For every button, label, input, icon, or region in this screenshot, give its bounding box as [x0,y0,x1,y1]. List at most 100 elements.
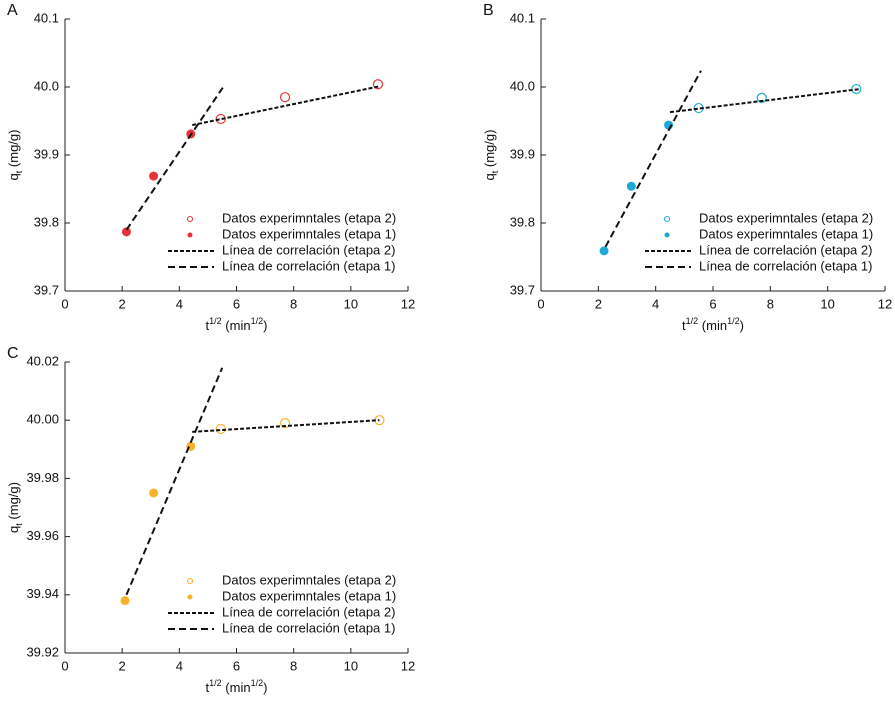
legend-label: Línea de correlación (etapa 2) [222,604,395,619]
legend-marker [186,215,194,223]
legend-label: Línea de correlación (etapa 1) [222,258,395,273]
correlation-line [669,88,861,114]
y-tick-label: 40.1 [34,10,59,25]
data-point [626,181,636,191]
y-label-part: q [6,526,21,533]
x-tick-label: 4 [652,296,659,311]
legend-label: Datos experimntales (etapa 2) [222,572,396,587]
x-tick-label: 8 [290,658,297,673]
x-label-part: ) [740,318,744,333]
x-tick-label: 12 [401,658,415,673]
y-tick-label: 39.92 [26,644,59,659]
y-tick-label: 39.9 [510,146,535,161]
y-label-part: q [482,173,497,180]
legend-label: Línea de correlación (etapa 1) [699,258,872,273]
panel-label: B [483,2,494,19]
y-tick-label: 39.8 [510,214,535,229]
y-tick-label: 40.0 [34,78,59,93]
y-tick-label: 39.9 [34,146,59,161]
x-label-part: 1/2 [727,316,740,326]
x-label-part: (min [222,318,251,333]
y-axis-label: qt (mg/g) [482,130,500,181]
x-label-part: t [206,680,210,695]
x-tick-label: 4 [176,296,183,311]
x-label-part: 1/2 [209,678,222,688]
x-tick-label: 12 [878,296,892,311]
legend-marker [664,232,670,238]
legend-label: Línea de correlación (etapa 2) [699,242,872,257]
x-tick-label: 8 [290,296,297,311]
y-tick-label: 39.98 [26,470,59,485]
x-tick-label: 2 [595,296,602,311]
x-label-part: (min [222,680,251,695]
data-point [756,92,767,103]
x-label-part: t [206,318,210,333]
x-axis-label: t1/2 (min1/2) [206,678,268,695]
legend-label: Línea de correlación (etapa 2) [222,242,395,257]
y-label-part: t [14,523,24,526]
x-label-part: (min [698,318,727,333]
x-axis-label: t1/2 (min1/2) [206,316,268,333]
y-tick-label: 40.00 [26,412,59,427]
y-axis-label: qt (mg/g) [6,130,24,181]
y-label-part: (mg/g) [482,130,497,171]
x-tick-label: 8 [767,296,774,311]
correlation-line [604,70,702,248]
panel-label: C [7,345,19,362]
x-tick-label: 12 [401,296,415,311]
y-tick-label: 39.7 [510,282,535,297]
y-tick-label: 39.96 [26,528,59,543]
data-point [121,227,131,237]
y-tick-label: 40.0 [510,78,535,93]
y-label-part: q [6,173,21,180]
x-label-part: 1/2 [251,678,264,688]
x-label-part: t [682,318,686,333]
legend-label: Datos experimntales (etapa 2) [699,210,873,225]
legend-label: Datos experimntales (etapa 1) [222,226,396,241]
legend-marker [187,594,193,600]
x-tick-label: 2 [119,296,126,311]
y-label-part: t [14,170,24,173]
x-tick-label: 6 [709,296,716,311]
x-tick-label: 10 [344,658,358,673]
y-axis-label: qt (mg/g) [6,482,24,533]
x-axis-label: t1/2 (min1/2) [682,316,744,333]
data-point [279,418,291,429]
data-point [120,596,130,606]
x-tick-label: 0 [61,296,68,311]
panel-label: A [7,2,18,19]
y-tick-label: 40.02 [26,353,59,368]
x-label-part: ) [263,318,267,333]
legend-label: Datos experimntales (etapa 1) [222,588,396,603]
y-label-part: (mg/g) [6,130,21,171]
y-label-part: t [490,170,500,173]
data-point [149,488,159,498]
correlation-line [125,87,224,231]
correlation-line [125,367,224,596]
data-point [149,171,159,181]
y-tick-label: 39.8 [34,214,59,229]
x-label-part: 1/2 [686,316,699,326]
correlation-line [191,85,380,127]
y-tick-label: 39.94 [26,586,59,601]
x-tick-label: 0 [537,296,544,311]
x-label-part: 1/2 [209,316,222,326]
y-tick-label: 40.1 [510,10,535,25]
x-tick-label: 10 [344,296,358,311]
legend-marker [186,577,194,585]
x-tick-label: 10 [820,296,834,311]
data-point [372,79,384,90]
legend-label: Datos experimntales (etapa 1) [699,226,873,241]
correlation-line [192,419,380,433]
x-label-part: ) [263,680,267,695]
y-tick-label: 39.7 [34,282,59,297]
x-tick-label: 6 [233,296,240,311]
y-label-part: (mg/g) [6,482,21,523]
legend-label: Línea de correlación (etapa 1) [222,620,395,635]
x-tick-label: 6 [233,658,240,673]
data-point [599,246,609,256]
x-tick-label: 2 [119,658,126,673]
x-label-part: 1/2 [251,316,264,326]
x-tick-label: 0 [61,658,68,673]
